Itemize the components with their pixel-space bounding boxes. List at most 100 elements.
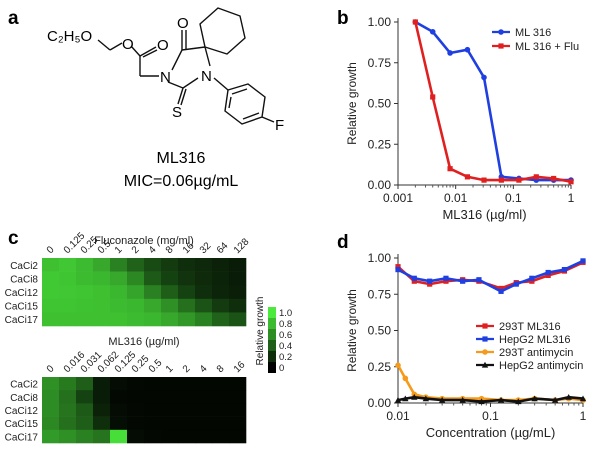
heatmap-cell bbox=[93, 271, 111, 286]
colorbar-label: Relative growth bbox=[255, 297, 266, 366]
data-point bbox=[460, 278, 466, 284]
heatmap-cell bbox=[42, 271, 60, 286]
bond bbox=[231, 88, 248, 95]
bond bbox=[97, 39, 111, 51]
data-point bbox=[478, 398, 485, 405]
heatmap-cell bbox=[195, 403, 213, 417]
heatmap-cell bbox=[59, 271, 77, 286]
colorbar-swatch bbox=[268, 362, 276, 373]
y-tick-label: 0.25 bbox=[368, 360, 392, 374]
heatmap-cell bbox=[212, 312, 230, 327]
legend-marker bbox=[482, 349, 488, 355]
row-label: CaCi2 bbox=[10, 261, 38, 272]
heatmap-cell bbox=[229, 258, 247, 272]
bond bbox=[139, 46, 157, 57]
heatmap-cell bbox=[229, 377, 247, 391]
bond bbox=[261, 116, 275, 123]
heatmap-cell bbox=[229, 271, 247, 286]
column-label: 16 bbox=[232, 359, 248, 375]
heatmap-cell bbox=[110, 312, 128, 327]
data-point bbox=[427, 278, 433, 284]
data-point bbox=[533, 174, 539, 180]
heatmap-cell bbox=[161, 298, 179, 313]
heatmap-cell bbox=[178, 390, 196, 404]
heatmap-title: Fluconazole (mg/ml) bbox=[94, 235, 194, 247]
data-point bbox=[411, 394, 418, 400]
data-point bbox=[447, 166, 453, 172]
heatmap-cell bbox=[42, 377, 60, 391]
heatmap-cell bbox=[110, 403, 128, 417]
heatmap-cell bbox=[161, 312, 179, 327]
panel-a: a bbox=[8, 7, 284, 190]
heatmap-cell bbox=[59, 285, 77, 300]
heatmap-cell bbox=[161, 285, 179, 300]
data-point bbox=[481, 74, 487, 81]
x-tick-label: 0.001 bbox=[383, 191, 413, 205]
heatmap-cell bbox=[110, 285, 128, 300]
heatmap-cell bbox=[59, 416, 77, 431]
bond bbox=[109, 42, 123, 51]
heatmap-cell bbox=[195, 271, 213, 286]
heatmap-cell bbox=[161, 416, 179, 431]
column-label: 0 bbox=[45, 244, 57, 256]
legend-label: ML 316 + Flu bbox=[515, 41, 579, 53]
heatmap-cell bbox=[229, 429, 247, 444]
y-tick-label: 1.00 bbox=[368, 251, 392, 265]
data-point bbox=[395, 267, 401, 273]
bond bbox=[213, 77, 229, 91]
heatmap-cell bbox=[42, 312, 60, 327]
colorbar-swatch bbox=[268, 307, 276, 318]
heatmap-cell bbox=[76, 403, 94, 417]
row-label: CaCi17 bbox=[5, 315, 39, 326]
data-point bbox=[515, 398, 522, 405]
series-line bbox=[397, 259, 584, 293]
x-tick-label: 0.01 bbox=[444, 191, 468, 205]
row-label: CaCi2 bbox=[10, 380, 38, 391]
heatmap-cell bbox=[76, 312, 94, 327]
data-point bbox=[395, 362, 401, 369]
heatmap-cell bbox=[229, 403, 247, 417]
atom-o: O bbox=[157, 37, 169, 54]
data-point bbox=[545, 272, 551, 278]
heatmap-cell bbox=[110, 298, 128, 313]
data-point bbox=[565, 394, 572, 400]
chart-b: 0.00 0.25 0.50 0.75 1.00 0.001 0.01 0.1 1 ML316 (… bbox=[345, 15, 579, 222]
atom-o: O bbox=[177, 15, 189, 32]
heatmap-cell bbox=[110, 377, 128, 391]
series-line bbox=[414, 20, 571, 182]
heatmap-cell bbox=[161, 258, 179, 272]
heatmap-cell bbox=[110, 429, 128, 444]
legend-label: HepG2 ML316 bbox=[499, 334, 571, 346]
data-point bbox=[430, 94, 436, 100]
heatmap-cell bbox=[144, 416, 162, 431]
column-label: 4 bbox=[198, 363, 210, 375]
heatmap-cell bbox=[195, 416, 213, 431]
heatmap-cell bbox=[59, 390, 77, 404]
panel-letter-a: a bbox=[8, 8, 19, 29]
heatmap-cell bbox=[93, 390, 111, 404]
heatmap-cell bbox=[76, 429, 94, 444]
heatmap-cell bbox=[76, 298, 94, 313]
colorbar: 1.00.80.60.40.20 Relative growth bbox=[255, 297, 292, 374]
heatmap-cell bbox=[76, 258, 94, 272]
heatmap-cell bbox=[93, 285, 111, 300]
heatmap-cell bbox=[178, 285, 196, 300]
heatmap-cell bbox=[93, 416, 111, 431]
heatmap-cell bbox=[127, 377, 145, 391]
legend-marker bbox=[481, 361, 489, 368]
heatmap-cell bbox=[195, 390, 213, 404]
column-label: 128 bbox=[232, 236, 252, 256]
colorbar-swatch bbox=[268, 318, 276, 329]
heatmap-cell bbox=[161, 271, 179, 286]
column-label: 64 bbox=[215, 240, 231, 256]
cyclohexane-ring bbox=[199, 7, 246, 55]
data-point bbox=[498, 177, 504, 183]
data-point bbox=[513, 281, 519, 287]
heatmap-cell bbox=[229, 312, 247, 327]
heatmap-cell bbox=[178, 377, 196, 391]
x-tick-label: 0.1 bbox=[505, 191, 522, 205]
data-point bbox=[498, 288, 504, 294]
heatmap-cell bbox=[229, 285, 247, 300]
colorbar-swatch bbox=[268, 351, 276, 362]
